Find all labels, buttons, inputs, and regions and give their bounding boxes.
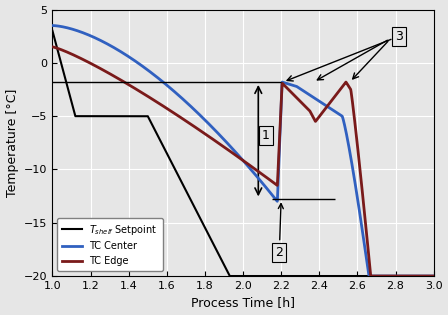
TC Edge bbox=[431, 274, 436, 278]
X-axis label: Process Time [h]: Process Time [h] bbox=[191, 296, 295, 309]
$T_{shelf}$ Setpoint bbox=[350, 274, 355, 278]
TC Center bbox=[350, 166, 355, 170]
Legend: $T_{shelf}$ Setpoint, TC Center, TC Edge: $T_{shelf}$ Setpoint, TC Center, TC Edge bbox=[57, 218, 163, 271]
$T_{shelf}$ Setpoint bbox=[420, 274, 425, 278]
TC Edge bbox=[235, 155, 241, 159]
TC Edge bbox=[368, 274, 374, 278]
TC Center bbox=[420, 274, 426, 278]
Text: 2: 2 bbox=[276, 203, 283, 259]
$T_{shelf}$ Setpoint bbox=[227, 274, 233, 278]
TC Center bbox=[50, 24, 55, 27]
TC Edge bbox=[350, 101, 355, 105]
$T_{shelf}$ Setpoint bbox=[69, 101, 75, 105]
TC Center bbox=[225, 142, 230, 146]
Line: TC Center: TC Center bbox=[52, 26, 434, 276]
Line: $T_{shelf}$ Setpoint: $T_{shelf}$ Setpoint bbox=[52, 31, 434, 276]
$T_{shelf}$ Setpoint bbox=[235, 274, 241, 278]
TC Edge bbox=[420, 274, 425, 278]
$T_{shelf}$ Setpoint bbox=[431, 274, 436, 278]
TC Edge bbox=[420, 274, 426, 278]
Text: 3: 3 bbox=[396, 30, 403, 43]
$T_{shelf}$ Setpoint bbox=[420, 274, 426, 278]
$T_{shelf}$ Setpoint bbox=[225, 270, 230, 274]
$T_{shelf}$ Setpoint bbox=[50, 29, 55, 33]
Y-axis label: Temperature [°C]: Temperature [°C] bbox=[5, 89, 18, 197]
TC Center bbox=[69, 27, 75, 31]
TC Center bbox=[431, 274, 436, 278]
Line: TC Edge: TC Edge bbox=[52, 47, 434, 276]
TC Center bbox=[235, 153, 241, 157]
TC Edge bbox=[50, 45, 55, 49]
TC Edge bbox=[225, 148, 230, 152]
TC Edge bbox=[69, 52, 75, 56]
TC Center bbox=[366, 274, 372, 278]
TC Center bbox=[420, 274, 425, 278]
Text: 1: 1 bbox=[262, 129, 270, 142]
